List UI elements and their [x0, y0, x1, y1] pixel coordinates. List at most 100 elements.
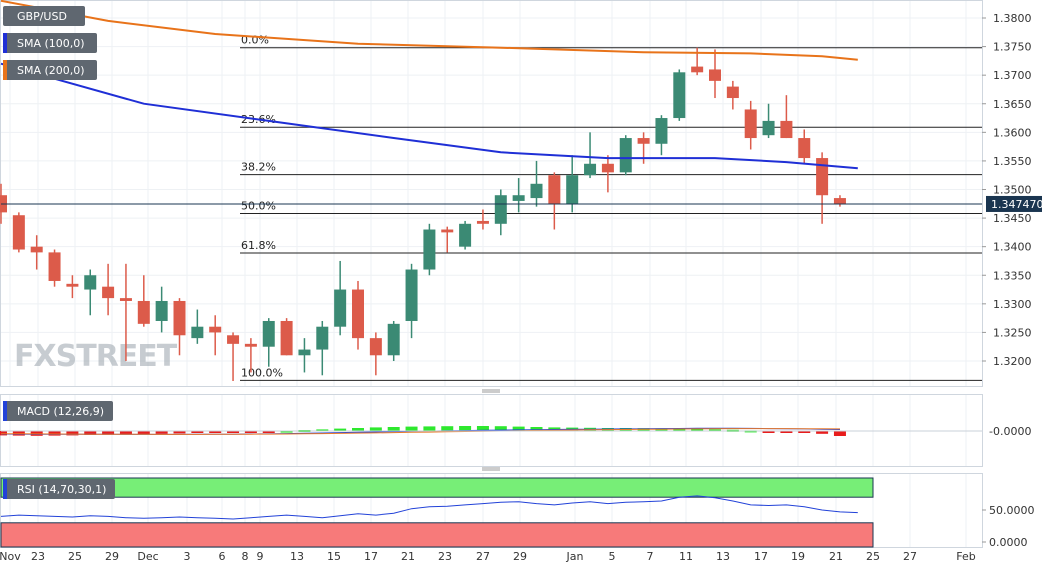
panel-resize-handle-2[interactable]	[482, 467, 500, 471]
macd-histogram	[0, 426, 846, 436]
macd-bar	[334, 428, 347, 431]
candle-body	[48, 252, 61, 281]
macd-bar	[512, 426, 525, 431]
macd-bar	[798, 431, 811, 433]
candle-body	[316, 326, 329, 350]
rsi-label: RSI (14,70,30,1)	[17, 483, 106, 496]
candle-body	[209, 326, 222, 333]
date-tick-label: 3	[184, 550, 191, 563]
candle-body	[66, 283, 79, 287]
sma100-label: SMA (100,0)	[17, 37, 85, 50]
sma100-tag[interactable]: SMA (100,0)	[3, 33, 97, 53]
candle-body	[441, 229, 454, 233]
fxstreet-watermark: FXSTREET	[14, 339, 178, 374]
candle-body	[387, 323, 400, 356]
candle-body	[726, 86, 739, 99]
macd-bar	[405, 426, 418, 431]
fib-label: 50.0%	[241, 200, 276, 213]
macd-bar	[369, 427, 382, 431]
date-tick-label: 21	[401, 550, 415, 563]
candle-body	[512, 195, 525, 201]
candle-body	[119, 298, 132, 301]
date-tick-label: 13	[716, 550, 730, 563]
macd-bar	[423, 426, 436, 431]
macd-bar	[762, 431, 775, 433]
macd-bar	[476, 426, 489, 431]
macd-bar	[0, 431, 7, 436]
candle-body	[423, 229, 436, 270]
date-tick-label: 6	[219, 550, 226, 563]
panel-resize-handle-1[interactable]	[482, 389, 500, 393]
candle-body	[584, 163, 597, 176]
candle-body	[780, 120, 793, 139]
date-tick-label: 9	[257, 550, 264, 563]
candle-body	[619, 138, 632, 173]
sma200-line	[0, 0, 858, 61]
date-tick-label: Feb	[956, 550, 975, 563]
candle-body	[155, 300, 168, 321]
date-tick-label: 5	[609, 550, 616, 563]
price-tick-label: 1.3250	[993, 326, 1032, 339]
candle-body	[298, 349, 311, 356]
rsi-overbought-zone	[0, 477, 874, 498]
date-axis: Nov 23 25 29 Dec 3 6 8 9 13 15 17 21 23 27 29 Jan 5 7 11 13 1…	[0, 550, 976, 563]
symbol-label: GBP/USD	[17, 10, 67, 23]
macd-bar	[530, 427, 543, 431]
rsi-axis: 50.0000 0.0000	[982, 504, 1035, 549]
macd-bar	[84, 431, 97, 435]
macd-bar	[244, 431, 257, 433]
rsi-line	[0, 495, 858, 520]
rsi-tag[interactable]: RSI (14,70,30,1)	[3, 479, 115, 499]
candle-body	[798, 138, 811, 159]
candle-body	[637, 138, 650, 144]
price-tick-label: 1.3650	[993, 98, 1032, 111]
macd-bar	[173, 431, 186, 434]
last-price-label: 1.347470	[991, 198, 1044, 211]
macd-bar	[816, 431, 829, 434]
price-tick-label: 1.3450	[993, 212, 1032, 225]
candle-body	[102, 286, 115, 299]
fib-label: 38.2%	[241, 161, 276, 174]
sma200-label: SMA (200,0)	[17, 64, 85, 77]
candle-body	[459, 223, 472, 247]
macd-bar	[209, 431, 222, 433]
candle-body	[673, 72, 686, 119]
date-tick-label: 7	[647, 550, 654, 563]
price-tick-label: 1.3750	[993, 41, 1032, 54]
date-tick-label: Dec	[137, 550, 158, 563]
price-tick-label: 1.3300	[993, 298, 1032, 311]
date-tick-label: 23	[31, 550, 45, 563]
macd-bar	[280, 430, 293, 433]
candle-body	[762, 120, 775, 136]
macd-bar	[780, 431, 793, 433]
rsi-tick-label: 50.0000	[989, 504, 1035, 517]
candle-body	[476, 220, 489, 224]
date-tick-label: 8	[242, 550, 249, 563]
macd-tag[interactable]: MACD (12,26,9)	[3, 401, 113, 421]
date-tick-label: 17	[754, 550, 768, 563]
price-axis: 1.3800 1.3750 1.3700 1.3650 1.3600 1.3550 1.35…	[982, 12, 1032, 368]
price-tick-label: 1.3350	[993, 269, 1032, 282]
candle-body	[262, 320, 275, 347]
date-tick-label: 25	[866, 550, 880, 563]
date-tick-label: 21	[829, 550, 843, 563]
sma200-tag[interactable]: SMA (200,0)	[3, 60, 97, 80]
fib-label: 100.0%	[241, 366, 283, 379]
candle-body	[405, 269, 418, 321]
macd-bar	[459, 426, 472, 431]
price-tick-label: 1.3500	[993, 184, 1032, 197]
macd-signal-line	[0, 428, 841, 435]
macd-label: MACD (12,26,9)	[17, 405, 104, 418]
macd-bar	[119, 431, 132, 435]
macd-bar	[155, 431, 168, 434]
macd-bar	[66, 431, 79, 436]
candle-body	[84, 275, 97, 290]
candle-body	[494, 195, 507, 224]
date-tick-label: 11	[679, 550, 693, 563]
candle-body	[369, 338, 382, 356]
candle-body	[191, 326, 204, 339]
rsi-tick-label: 0.0000	[989, 536, 1028, 549]
symbol-tag[interactable]: GBP/USD	[3, 6, 85, 26]
candle-body	[12, 215, 25, 250]
